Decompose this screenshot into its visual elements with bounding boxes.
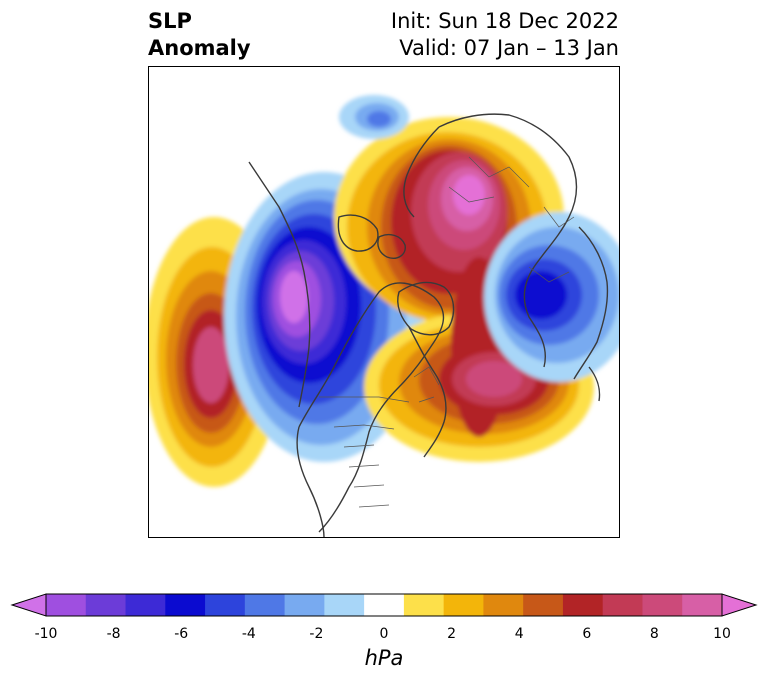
colorbar-cell xyxy=(523,594,564,616)
colorbar xyxy=(10,593,758,617)
colorbar-cell xyxy=(443,594,484,616)
colorbar-tick-label: 2 xyxy=(447,626,457,642)
colorbar-cell xyxy=(284,594,325,616)
colorbar-min-extension xyxy=(10,593,47,617)
colorbar-cell xyxy=(125,594,166,616)
colorbar-cell xyxy=(642,594,683,616)
colorbar-tick-label: 4 xyxy=(514,626,524,642)
colorbar-outline xyxy=(45,593,723,617)
colorbar-cell xyxy=(46,594,87,616)
colorbar-cell xyxy=(403,594,445,616)
east-asia-low xyxy=(484,212,619,382)
colorbar-cell xyxy=(364,594,405,616)
colorbar-tick-label: -6 xyxy=(174,626,189,642)
colorbar-cell xyxy=(244,594,286,616)
colorbar-tick-label: 10 xyxy=(713,626,731,642)
colorbar-cell xyxy=(483,594,524,616)
colorbar-tick-label: 0 xyxy=(379,626,389,642)
date-info: Init: Sun 18 Dec 2022 Valid: 07 Jan – 13… xyxy=(391,8,619,62)
colorbar-cell xyxy=(324,594,365,616)
colorbar-tick-label: -4 xyxy=(241,626,256,642)
colorbar-cell xyxy=(85,594,127,616)
anomaly-map xyxy=(148,66,620,538)
colorbar-tick-label: 8 xyxy=(649,626,659,642)
valid-date: Valid: 07 Jan – 13 Jan xyxy=(399,36,619,60)
colorbar-cell xyxy=(205,594,246,616)
title-line-1: SLP xyxy=(148,9,192,33)
map-title: SLP Anomaly xyxy=(148,8,251,62)
colorbar-cell xyxy=(682,594,723,616)
colorbar-max-extension xyxy=(721,593,758,617)
coastlines xyxy=(248,113,609,537)
init-date: Init: Sun 18 Dec 2022 xyxy=(390,9,619,33)
colorbar-cell xyxy=(562,594,604,616)
colorbar-cell xyxy=(602,594,643,616)
title-line-2: Anomaly xyxy=(148,36,251,60)
north-atlantic-low xyxy=(339,95,409,139)
colorbar-tick-label: 6 xyxy=(582,626,592,642)
map-svg xyxy=(149,95,619,537)
colorbar-unit: hPa xyxy=(364,646,404,670)
borders xyxy=(319,156,575,508)
colorbar-tick-label: -2 xyxy=(309,626,324,642)
colorbar-cell xyxy=(165,594,206,616)
colorbar-tick-label: -10 xyxy=(34,626,58,642)
colorbar-tick-label: -8 xyxy=(106,626,121,642)
